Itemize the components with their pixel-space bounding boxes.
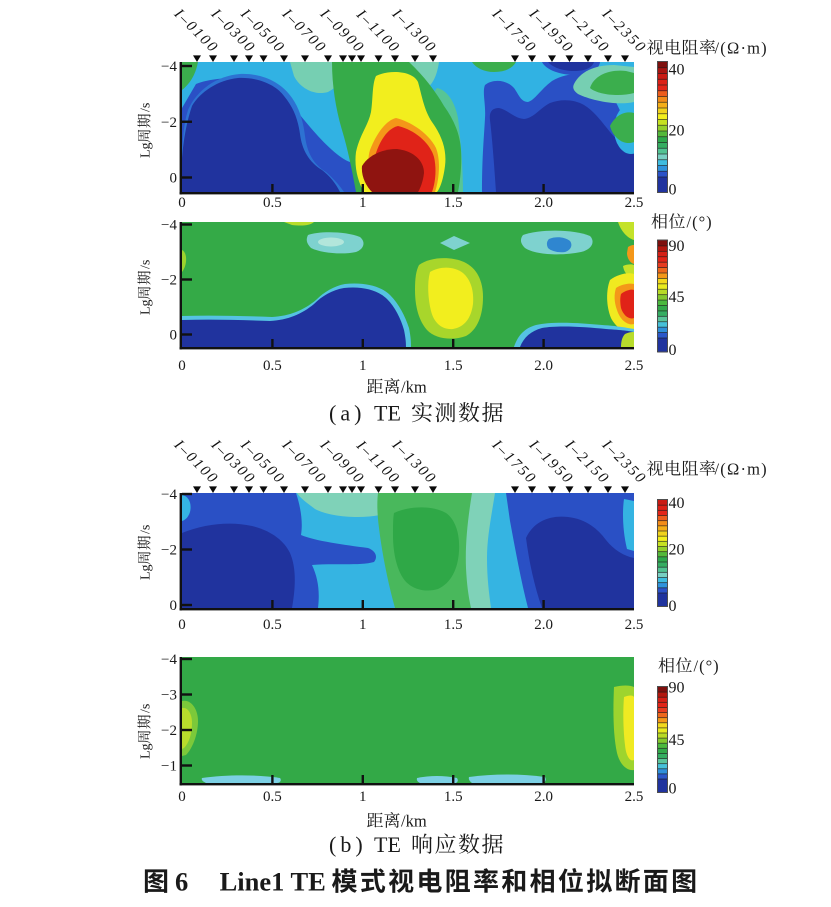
svg-text:−2: −2 <box>161 115 177 131</box>
svg-text:2.0: 2.0 <box>534 789 553 805</box>
svg-text:0: 0 <box>178 789 186 805</box>
svg-text:0.5: 0.5 <box>263 789 282 805</box>
svg-text:/s: /s <box>139 260 154 269</box>
svg-text:Line1: Line1 <box>220 867 285 897</box>
svg-text:1: 1 <box>359 789 367 805</box>
svg-text:45: 45 <box>669 732 685 749</box>
svg-text:40: 40 <box>669 495 685 512</box>
svg-text:/(Ω·m): /(Ω·m) <box>715 39 768 58</box>
svg-text:2.5: 2.5 <box>625 358 644 374</box>
svg-text:0: 0 <box>170 171 178 187</box>
svg-text:/(Ω·m): /(Ω·m) <box>715 460 768 479</box>
svg-text:1: 1 <box>359 358 367 374</box>
svg-text:0: 0 <box>178 358 186 374</box>
svg-text:90: 90 <box>669 680 685 697</box>
svg-text:2.5: 2.5 <box>625 617 644 633</box>
svg-text:−2: −2 <box>161 543 177 559</box>
svg-text:0: 0 <box>178 195 186 211</box>
svg-text:−2: −2 <box>161 723 177 739</box>
svg-text:40: 40 <box>669 62 685 79</box>
svg-text:2.0: 2.0 <box>534 195 553 211</box>
svg-text:0.5: 0.5 <box>263 358 282 374</box>
svg-text:Lg: Lg <box>139 743 154 759</box>
svg-text:2.5: 2.5 <box>625 195 644 211</box>
svg-text:45: 45 <box>669 289 685 306</box>
svg-text:20: 20 <box>669 542 685 559</box>
svg-text:1.5: 1.5 <box>444 195 463 211</box>
svg-text:TE: TE <box>374 832 401 857</box>
svg-text:/km: /km <box>401 812 427 831</box>
svg-text:0: 0 <box>669 342 677 359</box>
svg-text:20: 20 <box>669 123 685 140</box>
svg-text:−2: −2 <box>161 273 177 289</box>
svg-text:1.5: 1.5 <box>444 789 463 805</box>
svg-text:0: 0 <box>669 598 677 615</box>
svg-text:−4: −4 <box>161 652 177 668</box>
svg-text:1.5: 1.5 <box>444 617 463 633</box>
svg-text:(b): (b) <box>329 832 367 857</box>
svg-text:/s: /s <box>139 103 154 112</box>
svg-text:6: 6 <box>175 867 188 897</box>
svg-text:−4: −4 <box>161 218 177 234</box>
svg-text:1: 1 <box>359 195 367 211</box>
svg-text:/s: /s <box>139 525 154 534</box>
svg-text:Lg: Lg <box>139 142 154 158</box>
svg-text:−3: −3 <box>161 688 177 704</box>
svg-text:1: 1 <box>359 617 367 633</box>
svg-text:Lg: Lg <box>139 299 154 315</box>
svg-text:0: 0 <box>170 328 178 344</box>
svg-text:−1: −1 <box>161 759 177 775</box>
svg-text:2.0: 2.0 <box>534 358 553 374</box>
svg-text:0: 0 <box>669 182 677 199</box>
svg-text:/(°): /(°) <box>694 657 720 676</box>
svg-text:90: 90 <box>669 238 685 255</box>
svg-text:Lg: Lg <box>139 564 154 580</box>
svg-text:TE: TE <box>374 401 401 426</box>
svg-text:2.0: 2.0 <box>534 617 553 633</box>
svg-text:0: 0 <box>178 617 186 633</box>
svg-text:0.5: 0.5 <box>263 195 282 211</box>
svg-text:TE: TE <box>291 867 326 897</box>
svg-text:/km: /km <box>401 378 427 397</box>
svg-text:(a): (a) <box>329 401 365 426</box>
svg-text:0: 0 <box>669 781 677 798</box>
svg-text:2.5: 2.5 <box>625 789 644 805</box>
svg-text:/s: /s <box>139 704 154 713</box>
svg-text:−4: −4 <box>161 59 177 75</box>
svg-text:0: 0 <box>170 598 178 614</box>
svg-text:−4: −4 <box>161 487 177 503</box>
svg-text:0.5: 0.5 <box>263 617 282 633</box>
svg-text:/(°): /(°) <box>687 213 713 232</box>
svg-text:1.5: 1.5 <box>444 358 463 374</box>
